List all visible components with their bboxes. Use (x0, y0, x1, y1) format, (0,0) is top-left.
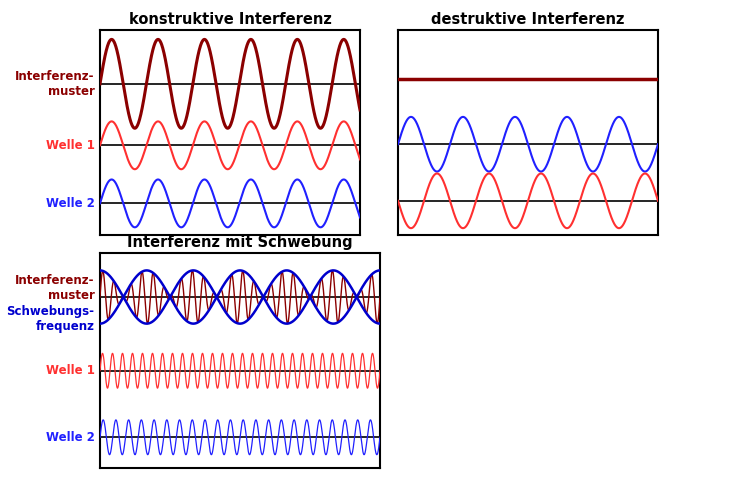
Title: destruktive Interferenz: destruktive Interferenz (431, 13, 624, 28)
Text: Welle 2: Welle 2 (46, 197, 95, 210)
Title: Interferenz mit Schwebung: Interferenz mit Schwebung (127, 235, 353, 251)
Text: Welle 2: Welle 2 (46, 431, 94, 444)
Text: Interferenz-
muster: Interferenz- muster (15, 274, 94, 302)
Title: konstruktive Interferenz: konstruktive Interferenz (128, 13, 332, 28)
Text: Welle 1: Welle 1 (46, 364, 94, 377)
Text: Schwebungs-
frequenz: Schwebungs- frequenz (7, 304, 94, 332)
Text: Interferenz-
muster: Interferenz- muster (15, 70, 95, 98)
Text: Welle 1: Welle 1 (46, 139, 95, 152)
